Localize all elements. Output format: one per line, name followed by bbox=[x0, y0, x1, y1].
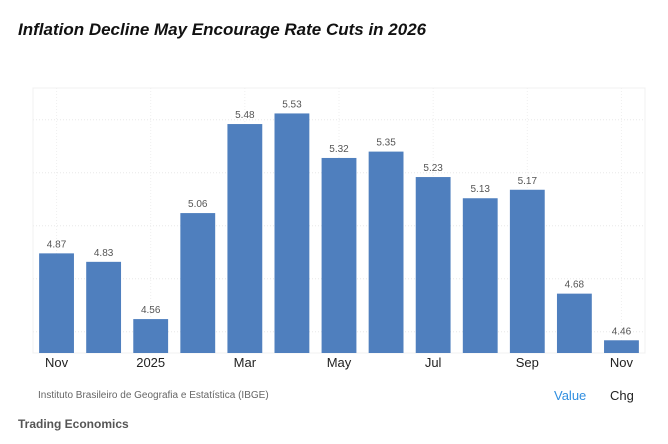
value-label-2: 4.56 bbox=[141, 305, 161, 316]
bar-3 bbox=[180, 213, 216, 353]
bar-7 bbox=[368, 151, 404, 353]
value-label-7: 5.35 bbox=[376, 138, 396, 149]
bar-12 bbox=[604, 340, 639, 353]
value-label-0: 4.87 bbox=[47, 239, 67, 250]
value-label-10: 5.17 bbox=[518, 176, 538, 187]
x-tick-label: Jul bbox=[425, 355, 442, 370]
x-tick-label: May bbox=[327, 355, 352, 370]
value-label-1: 4.83 bbox=[94, 248, 114, 259]
x-tick-label: Mar bbox=[234, 355, 257, 370]
value-label-3: 5.06 bbox=[188, 199, 208, 210]
bar-8 bbox=[415, 177, 451, 353]
bar-5 bbox=[274, 113, 310, 353]
chg-toggle-button[interactable]: Chg bbox=[610, 388, 634, 403]
value-label-11: 4.68 bbox=[565, 280, 585, 291]
x-tick-label: Nov bbox=[610, 355, 634, 370]
x-axis-ticks: Nov 2025 Mar May Jul Sep Nov bbox=[45, 355, 634, 370]
value-label-12: 4.46 bbox=[612, 326, 632, 337]
bar-9 bbox=[462, 198, 498, 353]
bar-10 bbox=[509, 189, 545, 353]
bars bbox=[39, 113, 639, 353]
chart-title: Inflation Decline May Encourage Rate Cut… bbox=[18, 20, 427, 39]
bar-4 bbox=[227, 124, 263, 353]
bar-11 bbox=[556, 293, 592, 353]
x-tick-label: 2025 bbox=[136, 355, 165, 370]
bar-chart: 4.87 4.83 4.56 5.06 5.48 5.53 5.32 5.35 5.23 5.13… bbox=[32, 87, 646, 370]
x-tick-label: Sep bbox=[516, 355, 539, 370]
x-tick-label: Nov bbox=[45, 355, 69, 370]
bar-0 bbox=[39, 253, 74, 353]
value-toggle-button[interactable]: Value bbox=[554, 388, 587, 403]
brand-label: Trading Economics bbox=[18, 417, 129, 431]
value-label-8: 5.23 bbox=[423, 163, 443, 174]
value-label-9: 5.13 bbox=[470, 184, 490, 195]
value-label-4: 5.48 bbox=[235, 110, 255, 121]
bar-2 bbox=[133, 319, 169, 353]
value-label-6: 5.32 bbox=[329, 144, 349, 155]
value-label-5: 5.53 bbox=[282, 99, 302, 110]
value-labels: 4.87 4.83 4.56 5.06 5.48 5.53 5.32 5.35 5.23 5.13… bbox=[47, 99, 632, 337]
bar-1 bbox=[86, 261, 122, 353]
source-caption: Instituto Brasileiro de Geografia e Esta… bbox=[38, 390, 269, 401]
bar-6 bbox=[321, 157, 357, 353]
